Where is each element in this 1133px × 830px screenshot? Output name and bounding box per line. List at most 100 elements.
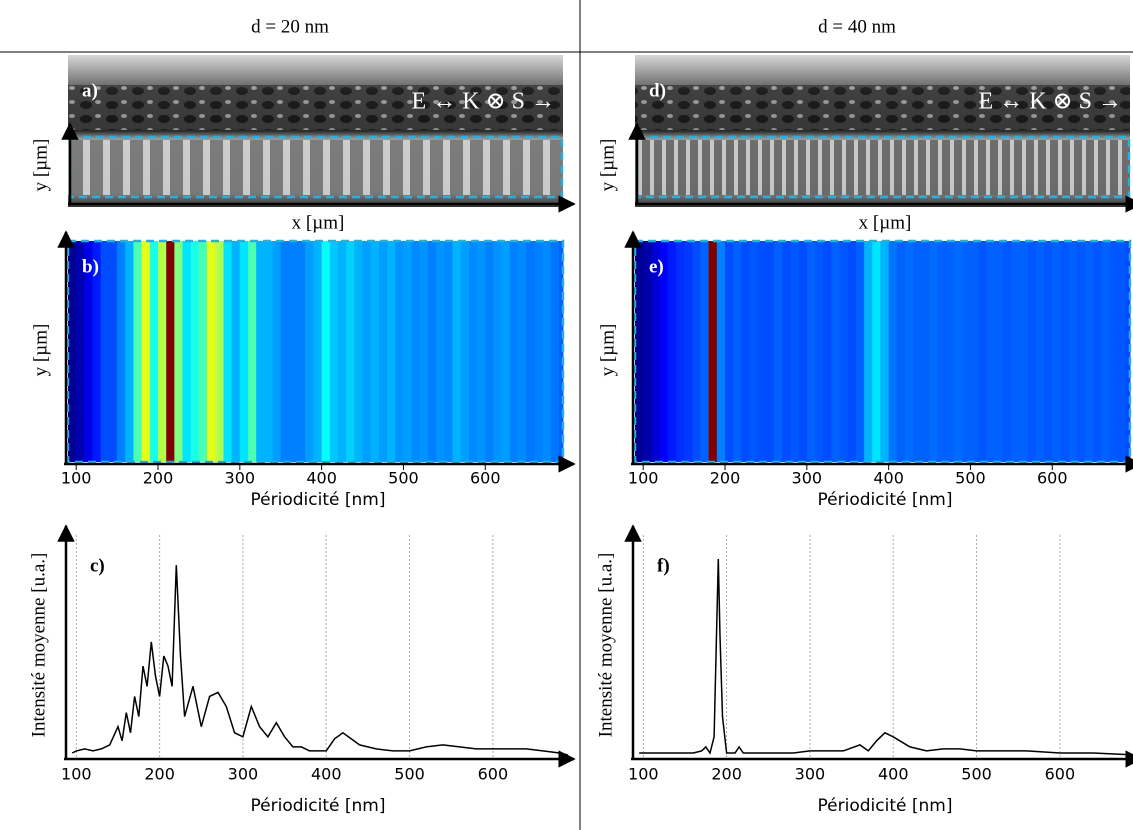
heatmap-strip	[125, 241, 134, 462]
heatmap-strip	[888, 241, 898, 462]
heatmap-strip	[542, 241, 552, 462]
x-tick-label: 200	[711, 765, 742, 784]
heatmap-strip	[815, 241, 824, 462]
heatmap-strip	[692, 241, 701, 462]
heatmap-strip	[280, 241, 290, 462]
x-tick-label: 100	[628, 765, 659, 784]
heatmap-strip	[338, 241, 347, 462]
heatmap-strip	[995, 241, 1004, 462]
x-tick-label: 400	[878, 765, 909, 784]
heatmap-strip	[321, 241, 331, 462]
data-line	[639, 558, 1133, 756]
heatmap-strip	[231, 241, 241, 462]
panels: d = 20 nm d = 40 nm a) E ↔ K ⊗ S → x [µm] y […	[28, 16, 1133, 816]
heatmap-strip	[872, 241, 881, 462]
y-axis-label: y [µm]	[597, 324, 618, 377]
heatmap-strip	[1035, 241, 1045, 462]
heatmap-strip	[477, 241, 486, 462]
x-tick-label: 100	[628, 469, 659, 488]
heatmap-strip	[1076, 241, 1086, 462]
heatmap-strip	[313, 241, 323, 462]
heatmap-strip	[133, 241, 143, 462]
x-tick-label: 600	[470, 469, 501, 488]
x-tick-label: 300	[228, 765, 259, 784]
heatmap-strip	[460, 241, 470, 462]
heatmap-strip	[1101, 241, 1111, 462]
heatmap-strip	[986, 241, 996, 462]
heatmap-strip	[1003, 241, 1012, 462]
heatmap-strip	[1085, 241, 1094, 462]
heatmap-strip	[962, 241, 971, 462]
x-tick-label: 500	[955, 469, 986, 488]
heatmap-strip	[945, 241, 955, 462]
heatmap-strip	[166, 241, 175, 462]
heatmap-strip	[749, 241, 759, 462]
heatmap-strip	[485, 241, 494, 462]
heatmap-strip	[855, 241, 865, 462]
x-tick-label: 400	[311, 765, 342, 784]
heatmap-strip	[643, 241, 652, 462]
x-axis-label: Périodicité [nm]	[251, 490, 386, 510]
heatmap-strip	[526, 241, 535, 462]
heatmap-strip	[921, 241, 931, 462]
heatmap-strip	[378, 241, 388, 462]
x-tick-label: 500	[388, 469, 419, 488]
heatmap-strip	[667, 241, 677, 462]
heatmap-strip	[1011, 241, 1021, 462]
heatmap-strip	[256, 241, 265, 462]
heatmap-strip	[248, 241, 257, 462]
x-tick-label: 100	[61, 765, 92, 784]
heatmap-strip	[108, 241, 118, 462]
y-axis-label: Intensité moyenne [u.a.]	[595, 553, 616, 738]
heatmap-strip	[207, 241, 216, 462]
heatmap-strip	[493, 241, 503, 462]
heatmap-strip	[411, 241, 421, 462]
y-axis-label: y [µm]	[30, 324, 51, 377]
heatmap-strip	[68, 241, 77, 462]
heatmap-strip	[725, 241, 734, 462]
heatmap-strip	[362, 241, 372, 462]
heatmap-strip	[782, 241, 791, 462]
heatmap-strip	[659, 241, 669, 462]
heatmap-strip	[1044, 241, 1053, 462]
heatmap-strip	[913, 241, 922, 462]
heatmap-strip	[174, 241, 184, 462]
selection-box	[66, 239, 565, 464]
x-tick-label: 500	[394, 765, 425, 784]
heatmap-strip	[346, 241, 355, 462]
heatmap-strip	[444, 241, 454, 462]
x-tick-label: 600	[478, 765, 509, 784]
heatmap-strip	[558, 241, 564, 462]
heatmap-strip	[436, 241, 445, 462]
heatmap-strip	[452, 241, 462, 462]
heatmap-strip	[806, 241, 816, 462]
x-tick-label: 300	[795, 765, 826, 784]
x-tick-label: 400	[873, 469, 904, 488]
heatmap-strip	[1117, 241, 1127, 462]
heatmap-strip	[716, 241, 726, 462]
heatmap-strip	[1068, 241, 1078, 462]
heatmap-strip	[708, 241, 718, 462]
x-tick-label: 300	[792, 469, 823, 488]
y-axis-label: y [µm]	[30, 139, 51, 192]
heatmap-strip	[288, 241, 298, 462]
column-title: d = 20 nm	[251, 16, 329, 37]
heatmap-strip	[198, 241, 208, 462]
x-axis-label: x [µm]	[292, 212, 345, 233]
x-tick-label: 200	[710, 469, 741, 488]
heatmap-strip	[509, 241, 519, 462]
heatmap-strip	[92, 241, 102, 462]
selection-box	[633, 239, 1132, 464]
heatmap-strip	[370, 241, 380, 462]
sem-texture	[635, 85, 1130, 130]
heatmap-strip	[675, 241, 685, 462]
column-title: d = 40 nm	[818, 16, 896, 37]
heatmap-strip	[305, 241, 314, 462]
heatmap-strip	[831, 241, 841, 462]
data-line	[71, 565, 568, 756]
heatmap-strip	[403, 241, 413, 462]
panel-label: c)	[90, 555, 105, 576]
sem-image	[635, 55, 1130, 207]
y-axis-label: y [µm]	[597, 139, 618, 192]
heatmap-strip	[864, 241, 873, 462]
